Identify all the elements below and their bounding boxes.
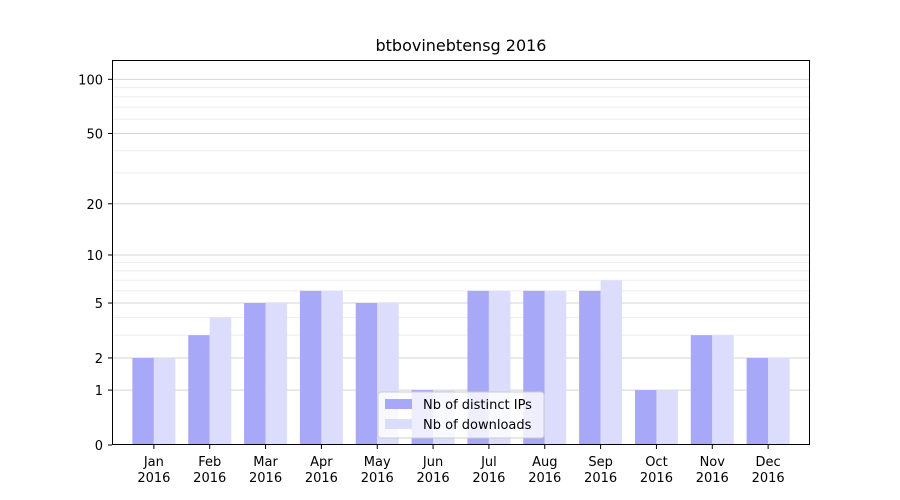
x-tick-label: Apr 2016 [305,455,338,486]
legend-box [377,391,545,439]
y-tick-label: 20 [86,198,103,213]
x-tick-label: Sep 2016 [584,455,617,486]
legend-swatch [385,419,412,429]
bar-downloads [544,290,567,445]
x-tick-label: Feb 2016 [193,455,226,486]
x-tick-label: Nov 2016 [696,455,729,486]
y-tick-label: 10 [86,249,103,264]
y-tick-label: 1 [95,384,103,399]
x-tick-label: Jul 2016 [472,455,505,486]
legend-label: Nb of downloads [423,418,532,433]
bar-distinct-ips [244,303,266,445]
y-tick-label: 50 [86,127,103,142]
bar-distinct-ips [746,357,769,445]
bar-distinct-ips [690,335,713,445]
bar-downloads [265,303,288,445]
x-tick-label: May 2016 [361,455,394,486]
bar-distinct-ips [188,335,210,445]
bar-downloads [712,335,734,445]
legend: Nb of distinct IPs Nb of downloads [377,391,545,439]
bar-distinct-ips [634,390,657,445]
y-tick-label: 0 [95,439,103,454]
bar-downloads [600,280,623,445]
x-tick-label: Jan 2016 [137,455,170,486]
bar-distinct-ips [299,290,322,445]
axes-layer: Jan 2016 Feb 2016 Mar 2016 Apr 2016 May 2016 Jun 20… [78,73,784,486]
bar-downloads [768,357,790,445]
legend-swatch [385,399,412,409]
bar-distinct-ips [132,357,154,445]
chart-title: btbovinebtensg 2016 [376,36,547,55]
bar-downloads [209,317,232,445]
y-tick-label: 2 [95,352,103,367]
bar-downloads [321,290,343,445]
bar-distinct-ips [579,290,601,445]
x-tick-label: Dec 2016 [752,455,785,486]
legend-label: Nb of distinct IPs [423,398,532,413]
x-tick-label: Oct 2016 [640,455,673,486]
y-tick-label: 100 [78,73,103,88]
plot-frame [112,60,810,445]
bar-downloads [153,357,176,445]
bar-distinct-ips [355,303,378,445]
x-tick-label: Jun 2016 [417,455,450,486]
y-tick-label: 5 [95,297,103,312]
x-tick-label: Aug 2016 [528,455,561,486]
bar-downloads [656,390,678,445]
x-tick-label: Mar 2016 [249,455,282,486]
